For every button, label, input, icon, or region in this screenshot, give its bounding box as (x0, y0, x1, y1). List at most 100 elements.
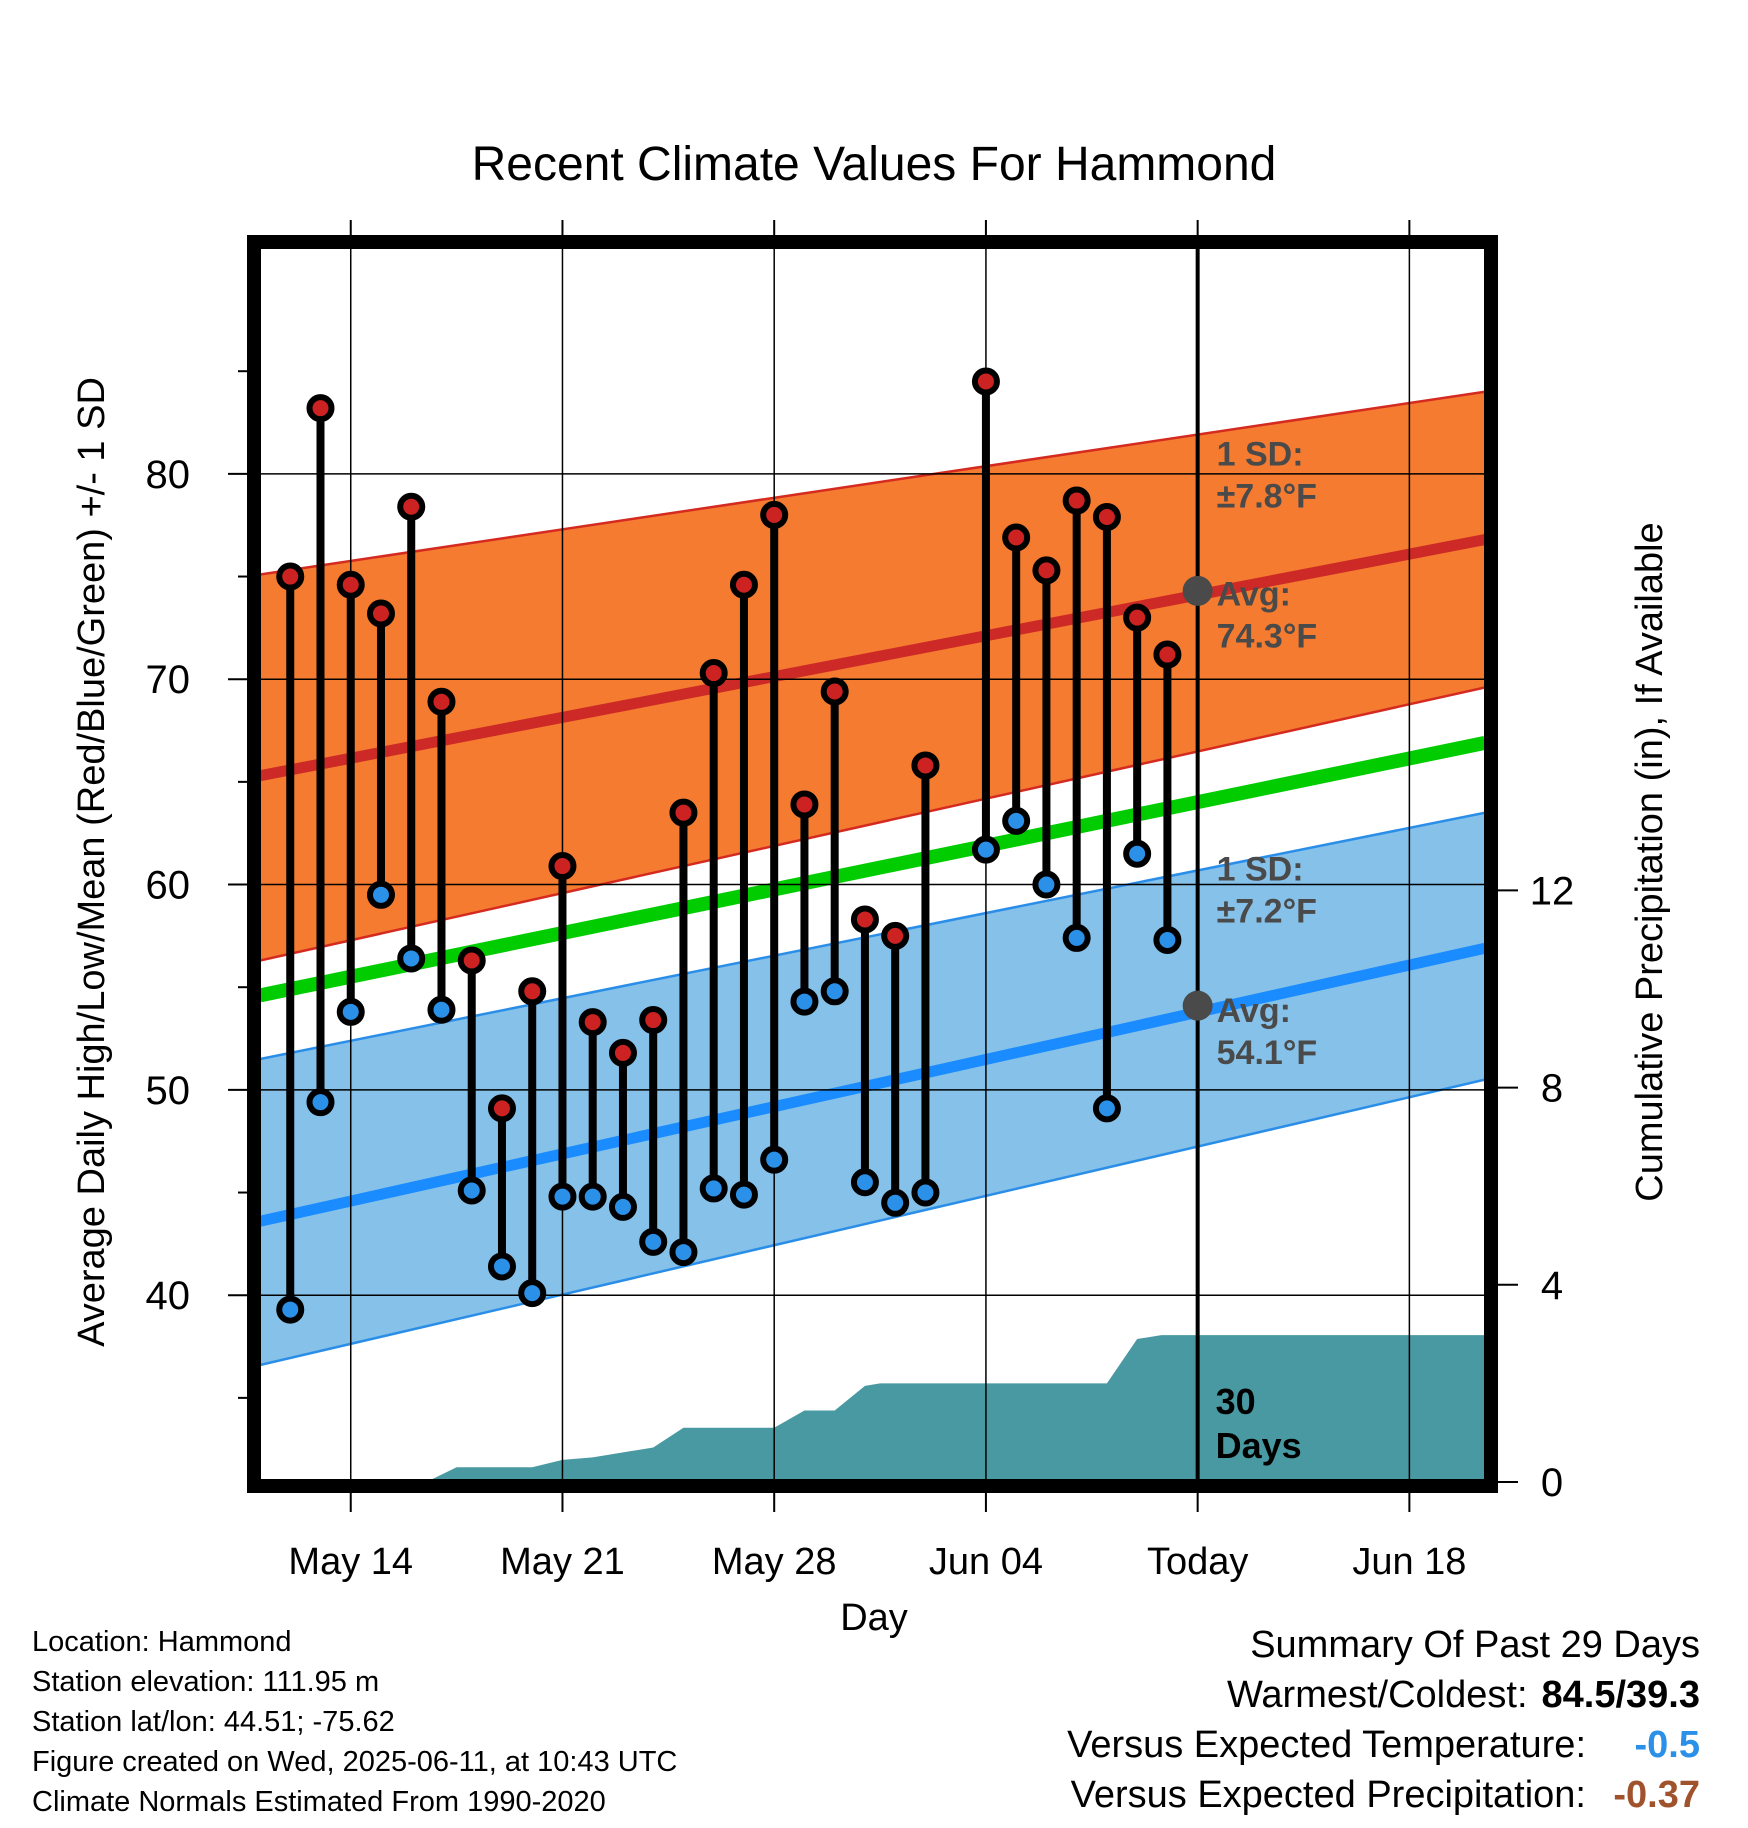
low-avg-marker (1182, 990, 1213, 1021)
normal-low-line (260, 942, 1485, 1227)
high-point (669, 798, 698, 827)
high-point (760, 500, 789, 529)
low-point (669, 1238, 698, 1267)
low-point (729, 1180, 758, 1209)
low-sd-band-upper-edge (260, 811, 1485, 1061)
high-sd-label: 1 SD: ±7.8°F (1217, 436, 1317, 516)
low-point (487, 1252, 516, 1281)
low-point (820, 977, 849, 1006)
y2-tick-label: 0 (1541, 1461, 1563, 1505)
low-point (881, 1188, 910, 1217)
y-tick-label: 60 (146, 864, 191, 908)
high-point (397, 492, 426, 521)
high-point (971, 367, 1000, 396)
y2-tick-label: 4 (1541, 1264, 1563, 1308)
low-point (608, 1192, 637, 1221)
high-point (487, 1094, 516, 1123)
warm-cold-label: Warmest/Coldest: (1226, 1674, 1528, 1716)
y-tick-label: 70 (146, 658, 191, 702)
x-tick-label: Jun 04 (929, 1541, 1043, 1583)
low-point (699, 1174, 728, 1203)
low-point (911, 1178, 940, 1207)
high-avg-marker (1182, 575, 1213, 606)
low-point (1062, 923, 1091, 952)
temp-row: Versus Expected Temperature: -0.5 (1067, 1720, 1700, 1770)
low-point (760, 1145, 789, 1174)
x-tick-label: May 14 (288, 1541, 413, 1583)
high-point (366, 599, 395, 628)
low-point (518, 1279, 547, 1308)
high-point (1002, 523, 1031, 552)
x-axis-title: Day (840, 1597, 908, 1639)
station-info: Location: Hammond Station elevation: 111… (32, 1622, 677, 1822)
low-point (336, 997, 365, 1026)
summary-panel: Summary Of Past 29 Days Warmest/Coldest:… (1067, 1620, 1700, 1820)
low-point (1123, 839, 1152, 868)
high-point (699, 659, 728, 688)
y-tick-label: 80 (146, 453, 191, 497)
low-point (457, 1176, 486, 1205)
low-point (1092, 1094, 1121, 1123)
precip-value: -0.37 (1613, 1774, 1700, 1816)
high-point (306, 394, 335, 423)
summary-title: Summary Of Past 29 Days (1250, 1624, 1700, 1666)
high-point (1092, 502, 1121, 531)
chart-title: Recent Climate Values For Hammond (472, 138, 1277, 191)
warm-cold-value: 84.5/39.3 (1541, 1674, 1700, 1716)
normal-high-line (260, 534, 1485, 782)
plot-frame (247, 235, 1498, 1493)
high-point (639, 1006, 668, 1035)
high-sd-band-upper-edge (260, 390, 1485, 576)
low-point (971, 835, 1000, 864)
low-point (639, 1227, 668, 1256)
low-point (397, 944, 426, 973)
precip-label: Versus Expected Precipitation: (1070, 1774, 1586, 1816)
days-label: 30 Days (1216, 1381, 1302, 1466)
high-sd-band-lower-edge (260, 686, 1485, 962)
low-sd-band-lower-edge (260, 1078, 1485, 1367)
y-axis-title: Average Daily High/Low/Mean (Red/Blue/Gr… (71, 377, 113, 1347)
low-point (1153, 925, 1182, 954)
y2-axis-title: Cumulative Precipitation (in), If Availa… (1629, 522, 1671, 1201)
low-sd-label: 1 SD: ±7.2°F (1217, 850, 1317, 930)
high-point (790, 790, 819, 819)
high-point (1062, 486, 1091, 515)
high-point (1153, 640, 1182, 669)
high-point (729, 570, 758, 599)
created-text: Figure created on Wed, 2025-06-11, at 10… (32, 1746, 678, 1778)
y2-tick-label: 8 (1541, 1067, 1563, 1111)
high-point (1032, 556, 1061, 585)
y2-tick-label: 12 (1530, 869, 1575, 913)
latlon-text: Station lat/lon: 44.51; -75.62 (32, 1706, 395, 1738)
low-point (306, 1088, 335, 1117)
high-point (276, 562, 305, 591)
low-avg-label: Avg: 54.1°F (1217, 992, 1318, 1072)
x-tick-label: May 28 (712, 1541, 837, 1583)
low-point (850, 1168, 879, 1197)
low-point (790, 987, 819, 1016)
low-point (276, 1295, 305, 1324)
y-tick-label: 50 (146, 1069, 191, 1113)
precip-row: Versus Expected Precipitation: -0.37 (1067, 1770, 1700, 1820)
high-point (427, 687, 456, 716)
high-sd-band (260, 391, 1485, 961)
high-avg-label: Avg: 74.3°F (1217, 575, 1318, 655)
high-point (850, 905, 879, 934)
high-point (336, 570, 365, 599)
high-point (820, 677, 849, 706)
warm-cold-row: Warmest/Coldest: 84.5/39.3 (1067, 1670, 1700, 1720)
high-point (548, 852, 577, 881)
high-point (578, 1008, 607, 1037)
location-text: Location: Hammond (32, 1626, 292, 1658)
low-point (1032, 870, 1061, 899)
temp-label: Versus Expected Temperature: (1067, 1724, 1586, 1766)
x-tick-label: May 21 (500, 1541, 625, 1583)
low-point (1002, 806, 1031, 835)
high-point (457, 946, 486, 975)
high-point (1123, 603, 1152, 632)
high-point (518, 977, 547, 1006)
x-tick-label: Jun 18 (1352, 1541, 1466, 1583)
high-point (608, 1038, 637, 1067)
low-point (366, 880, 395, 909)
